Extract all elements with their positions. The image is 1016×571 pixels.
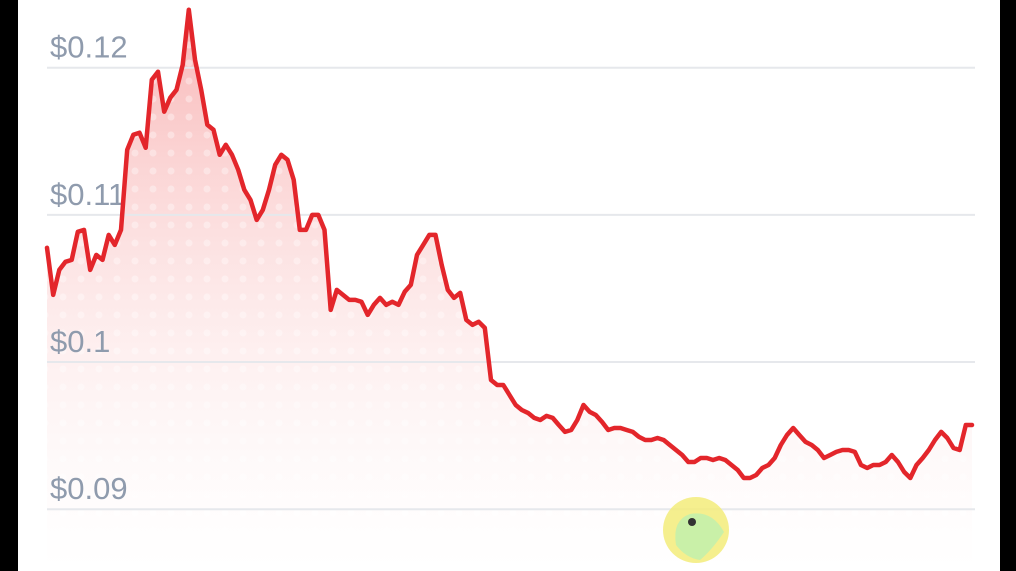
y-tick-label: $0.09 [50,471,128,506]
area-dots [47,9,972,571]
logo [663,497,729,563]
price-line [44,7,975,481]
y-tick-label: $0.1 [50,324,110,359]
y-tick-label: $0.11 [50,177,125,212]
y-tick-label: $0.12 [50,30,128,65]
